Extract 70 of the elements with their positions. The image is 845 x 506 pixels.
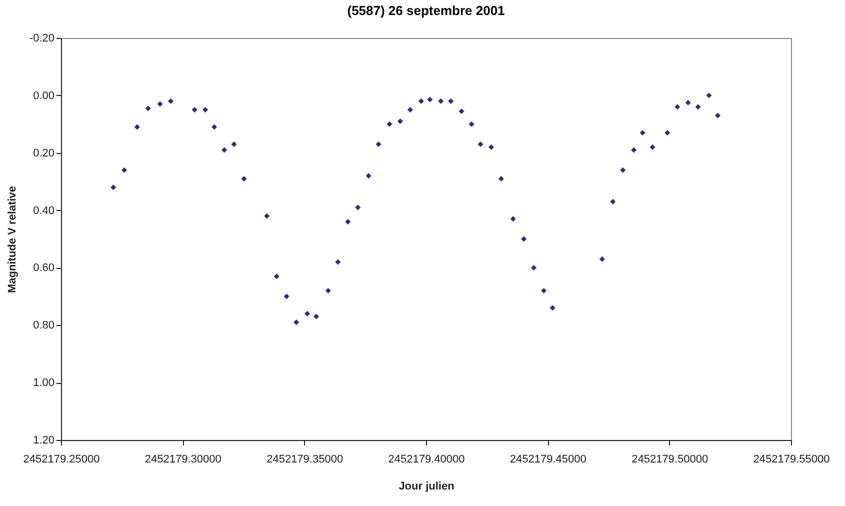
- point: [664, 130, 670, 136]
- point: [157, 101, 163, 107]
- y-axis-title: Magnitude V relative: [6, 186, 18, 293]
- point: [110, 184, 116, 190]
- y-tick-label: 0.60: [33, 262, 54, 274]
- y-tick-label: 0.00: [33, 90, 54, 102]
- point: [685, 100, 691, 106]
- point: [192, 107, 198, 113]
- point: [145, 106, 151, 112]
- y-tick-label: 0.80: [33, 320, 54, 332]
- point: [631, 147, 637, 153]
- point: [397, 118, 403, 124]
- point: [620, 167, 626, 173]
- chart-title: (5587) 26 septembre 2001: [347, 3, 505, 18]
- point: [202, 107, 208, 113]
- point: [478, 142, 484, 147]
- point: [695, 104, 701, 110]
- point: [222, 147, 228, 153]
- point: [448, 98, 454, 104]
- point: [274, 274, 280, 280]
- point: [355, 204, 361, 210]
- point: [427, 96, 433, 102]
- point: [407, 107, 413, 113]
- point: [468, 121, 474, 127]
- point: [418, 98, 424, 104]
- point: [366, 173, 372, 179]
- x-tick-label: 2452179.35000: [266, 454, 344, 466]
- point: [458, 108, 464, 114]
- x-tick-label: 2452179.40000: [388, 454, 465, 466]
- point: [294, 320, 300, 326]
- point: [304, 310, 310, 316]
- x-tick-label: 2452179.50000: [632, 454, 708, 466]
- point: [498, 176, 504, 182]
- point: [438, 98, 444, 104]
- point: [650, 144, 656, 150]
- y-tick-label: 0.20: [33, 147, 54, 160]
- point: [674, 104, 680, 110]
- point: [610, 198, 616, 204]
- point: [345, 219, 351, 225]
- point: [706, 92, 712, 98]
- point: [335, 259, 341, 265]
- point: [550, 305, 556, 311]
- y-tick-label: -0.20: [29, 32, 54, 44]
- point: [488, 144, 494, 150]
- point: [314, 314, 319, 320]
- point: [531, 264, 537, 270]
- point: [376, 142, 382, 147]
- y-tick-label: 1.00: [33, 377, 54, 390]
- point: [212, 124, 218, 130]
- x-tick-label: 2452179.45000: [510, 454, 586, 466]
- point: [241, 176, 247, 182]
- point: [122, 167, 128, 173]
- point: [284, 294, 290, 300]
- point: [325, 288, 331, 294]
- x-axis-title: Jour julien: [398, 480, 455, 492]
- point: [510, 216, 516, 222]
- point: [264, 213, 270, 219]
- x-tick-label: 2452179.30000: [144, 454, 222, 466]
- point: [715, 112, 720, 118]
- point: [386, 121, 392, 127]
- point: [521, 236, 527, 242]
- point: [168, 98, 174, 104]
- y-tick-label: 1.20: [33, 434, 54, 446]
- x-tick-label: 2452179.55000: [753, 454, 830, 466]
- point: [599, 256, 605, 262]
- point: [134, 124, 140, 130]
- y-tick-label: 0.40: [33, 204, 54, 217]
- x-tick-label: 2452179.25000: [23, 454, 100, 466]
- point: [640, 130, 646, 136]
- point: [541, 288, 547, 294]
